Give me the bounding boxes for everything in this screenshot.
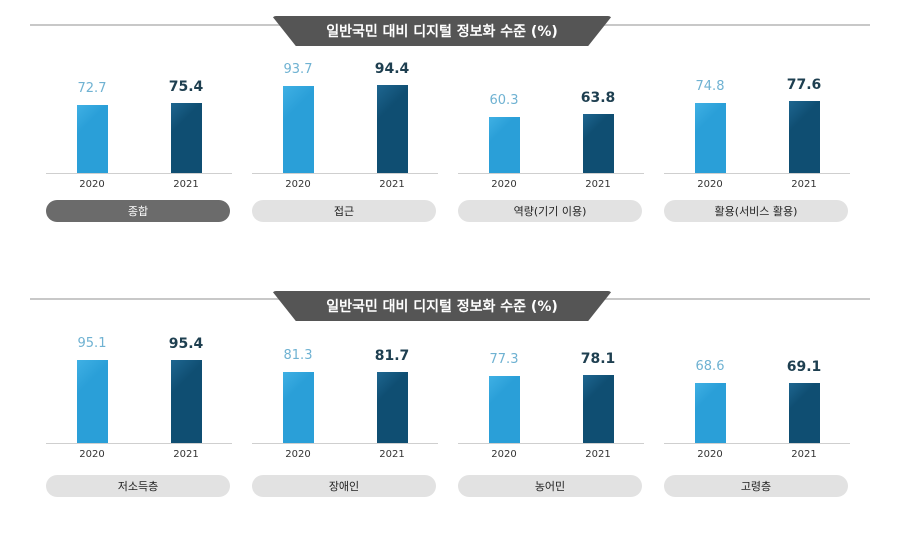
data-label-2021: 95.4	[168, 336, 204, 352]
baseline	[458, 173, 644, 174]
bar-2021	[377, 371, 408, 443]
data-label-2021: 81.7	[374, 347, 410, 364]
chart-group-3: 68.6 2020 69.1 2021 고령층	[664, 0, 850, 542]
data-label-2020: 68.6	[695, 359, 725, 375]
category-pill[interactable]: 장애인	[252, 475, 436, 497]
bar-2021	[789, 100, 820, 173]
chart-group-2: 60.3 2020 63.8 2021 역량(기기 이용)	[458, 0, 644, 542]
bar-2020	[695, 103, 726, 173]
category-pill[interactable]: 역량(기기 이용)	[458, 200, 642, 222]
bar-2020	[489, 116, 520, 173]
x-tick-label: 2021	[791, 179, 817, 190]
x-tick-label: 2020	[697, 179, 723, 190]
baseline	[252, 173, 438, 174]
chart-title-top: 일반국민 대비 디지털 정보화 수준 (%)	[272, 16, 612, 46]
x-tick-label: 2021	[585, 449, 611, 460]
baseline	[46, 173, 232, 174]
chart-group-1: 81.3 2020 81.7 2021 장애인	[252, 0, 438, 542]
chart-group-3: 74.8 2020 77.6 2021 활용(서비스 활용)	[664, 0, 850, 542]
x-tick-label: 2021	[585, 179, 611, 190]
data-label-2020: 93.7	[283, 61, 313, 77]
x-tick-label: 2021	[791, 449, 817, 460]
chart-group-0: 72.7 2020 75.4 2021 종합	[46, 0, 232, 542]
chart-group-1: 93.7 2020 94.4 2021 접근	[252, 0, 438, 542]
data-label-2021: 94.4	[374, 61, 410, 78]
baseline	[252, 443, 438, 444]
x-tick-label: 2021	[379, 179, 405, 190]
bar-2020	[695, 383, 726, 443]
data-label-2021: 63.8	[580, 89, 616, 106]
bar-2021	[171, 102, 202, 173]
data-label-2020: 77.3	[489, 351, 519, 367]
x-tick-label: 2020	[79, 449, 105, 460]
x-tick-label: 2020	[491, 179, 517, 190]
x-tick-label: 2021	[173, 449, 199, 460]
bar-2020	[77, 360, 108, 443]
baseline	[458, 443, 644, 444]
bar-2021	[583, 375, 614, 443]
bar-2021	[171, 360, 202, 443]
bar-2021	[583, 113, 614, 173]
data-label-2020: 81.3	[283, 348, 313, 364]
data-label-2020: 74.8	[695, 79, 725, 95]
data-label-2020: 60.3	[489, 92, 519, 108]
bar-2020	[489, 375, 520, 443]
x-tick-label: 2020	[697, 449, 723, 460]
category-pill[interactable]: 접근	[252, 200, 436, 222]
x-tick-label: 2020	[285, 179, 311, 190]
x-tick-label: 2020	[285, 449, 311, 460]
data-label-2020: 95.1	[77, 336, 107, 352]
data-label-2021: 77.6	[786, 76, 822, 93]
chart-title-bottom: 일반국민 대비 디지털 정보화 수준 (%)	[272, 291, 612, 321]
x-tick-label: 2021	[173, 179, 199, 190]
chart-group-2: 77.3 2020 78.1 2021 농어민	[458, 0, 644, 542]
baseline	[664, 443, 850, 444]
data-label-2021: 75.4	[168, 78, 204, 95]
baseline	[664, 173, 850, 174]
bar-2021	[377, 85, 408, 173]
data-label-2021: 69.1	[786, 358, 822, 375]
category-pill[interactable]: 활용(서비스 활용)	[664, 200, 848, 222]
x-tick-label: 2020	[491, 449, 517, 460]
data-label-2021: 78.1	[580, 351, 616, 368]
bar-2020	[283, 85, 314, 173]
category-pill[interactable]: 종합	[46, 200, 230, 222]
bar-2021	[789, 382, 820, 443]
category-pill[interactable]: 고령층	[664, 475, 848, 497]
bar-2020	[283, 372, 314, 443]
category-pill[interactable]: 저소득층	[46, 475, 230, 497]
x-tick-label: 2021	[379, 449, 405, 460]
x-tick-label: 2020	[79, 179, 105, 190]
bar-2020	[77, 105, 108, 173]
baseline	[46, 443, 232, 444]
data-label-2020: 72.7	[77, 81, 107, 97]
category-pill[interactable]: 농어민	[458, 475, 642, 497]
chart-group-0: 95.1 2020 95.4 2021 저소득층	[46, 0, 232, 542]
